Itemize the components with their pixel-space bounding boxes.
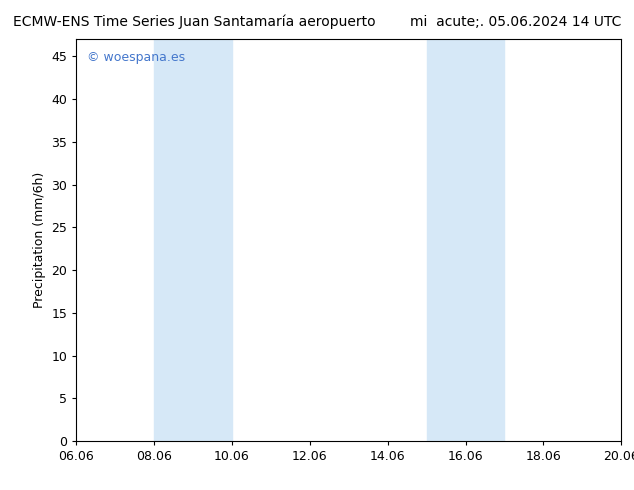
Y-axis label: Precipitation (mm/6h): Precipitation (mm/6h) bbox=[32, 172, 46, 308]
Bar bbox=[427, 39, 505, 441]
Bar bbox=[154, 39, 232, 441]
Text: ECMW-ENS Time Series Juan Santamaría aeropuerto: ECMW-ENS Time Series Juan Santamaría aer… bbox=[13, 15, 375, 29]
Text: mi  acute;. 05.06.2024 14 UTC: mi acute;. 05.06.2024 14 UTC bbox=[410, 15, 621, 29]
Text: © woespana.es: © woespana.es bbox=[87, 51, 185, 64]
